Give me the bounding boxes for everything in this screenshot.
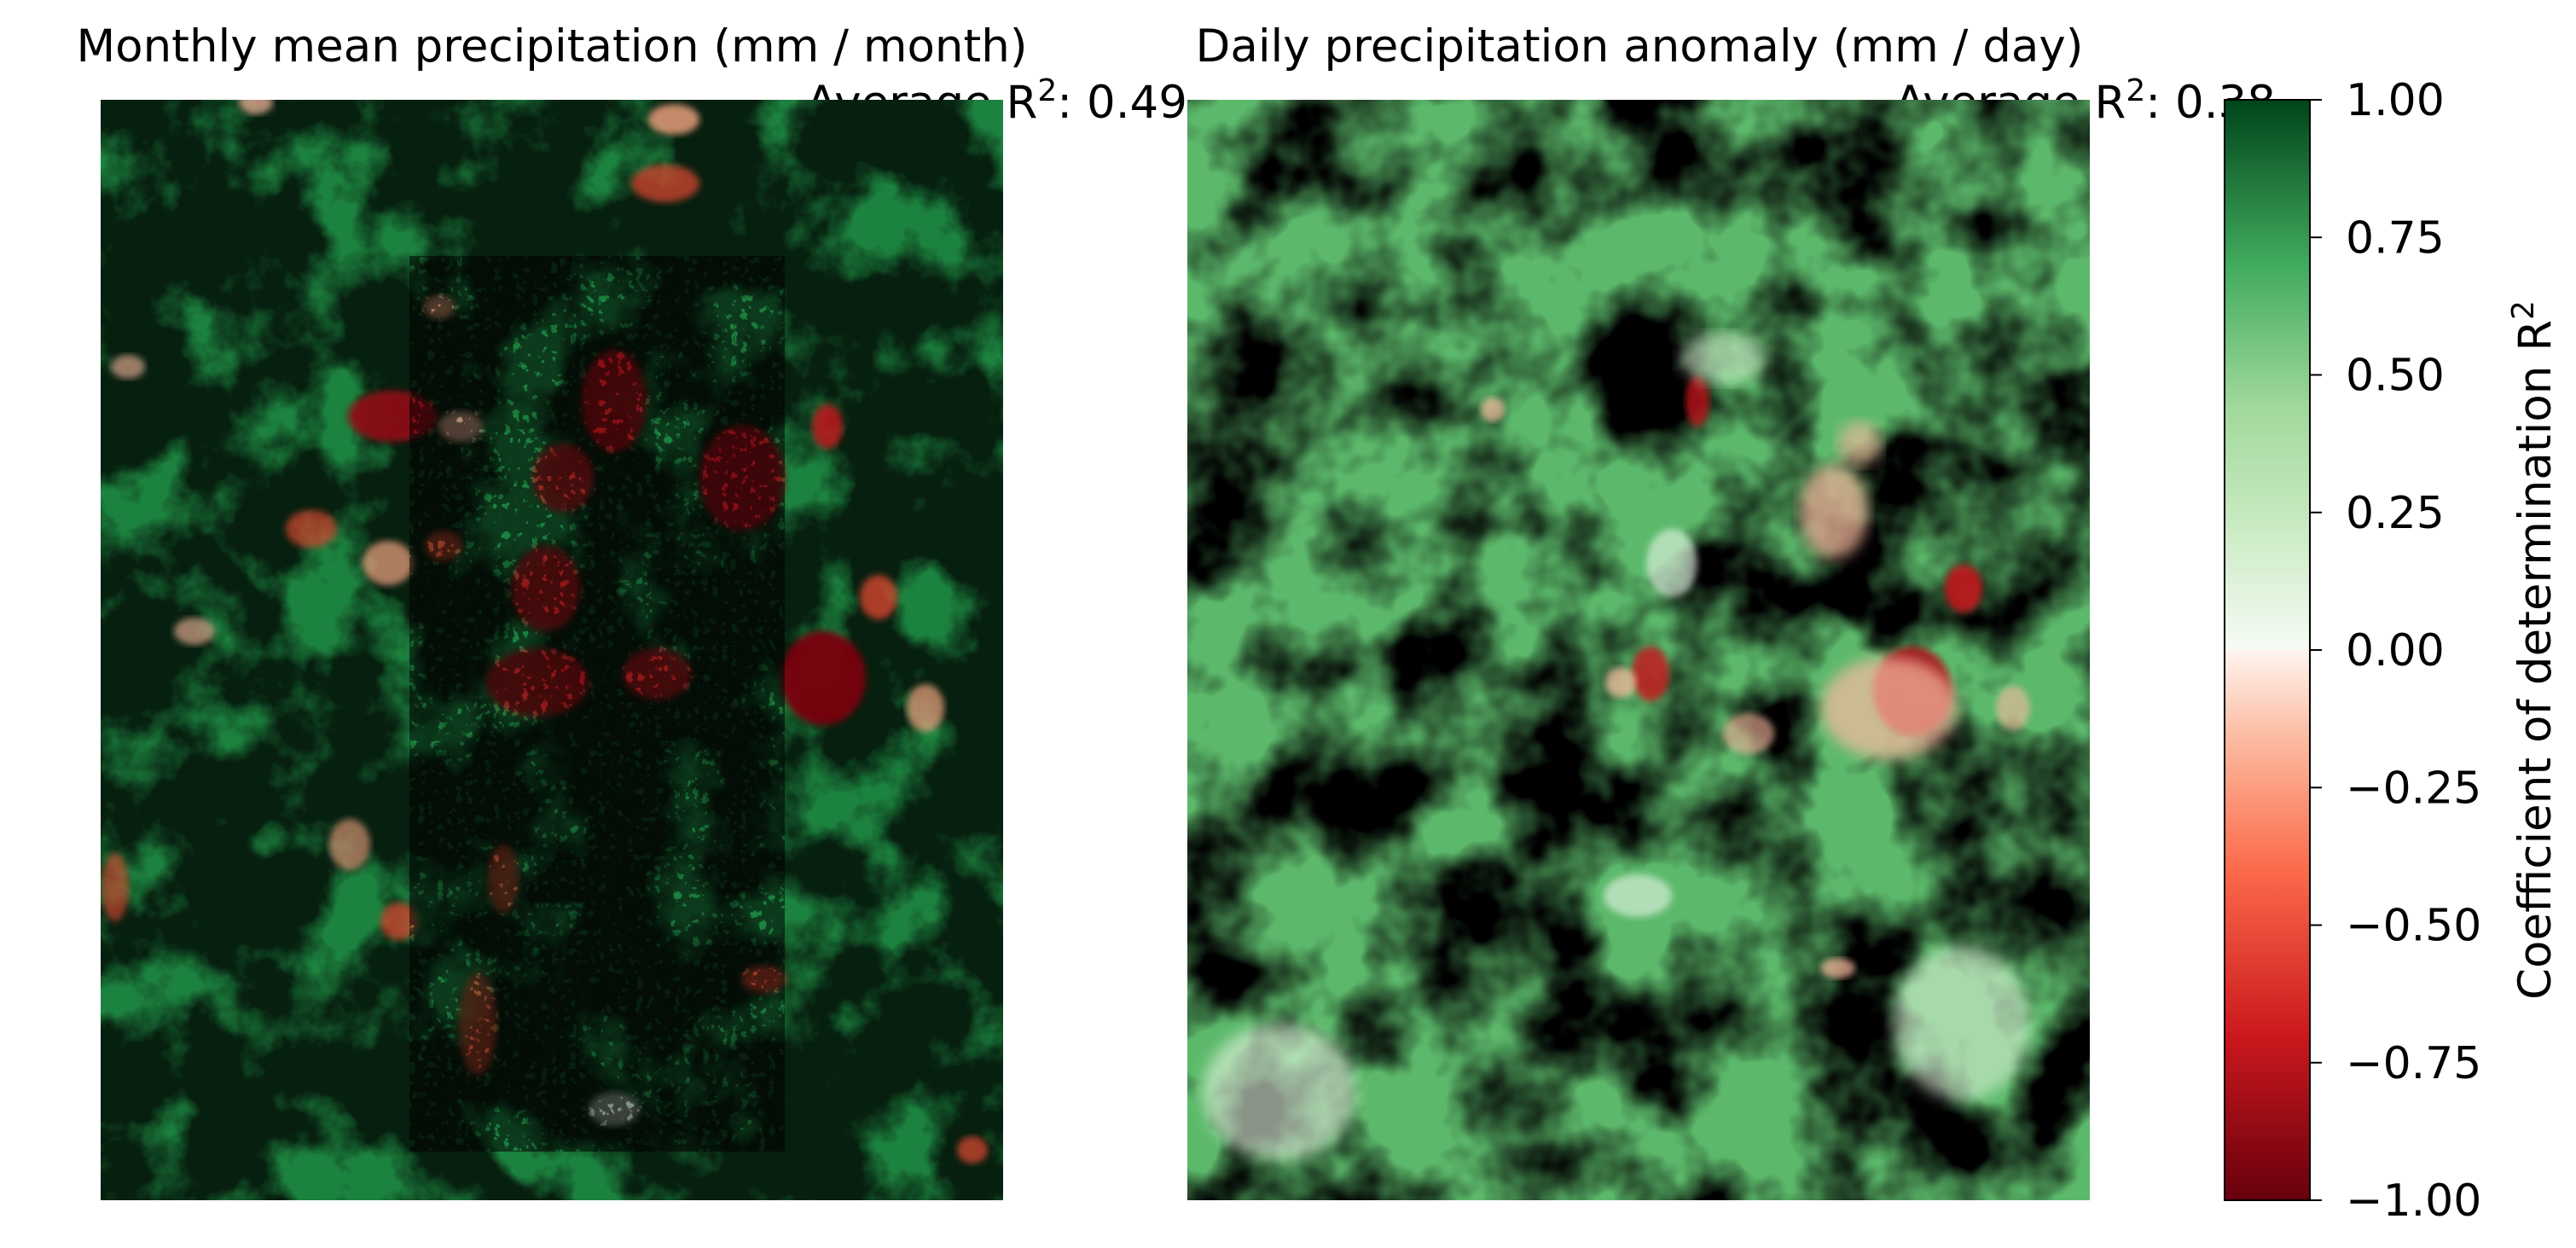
negative-r2-patch	[648, 104, 699, 135]
negative-r2-patch	[1646, 529, 1697, 597]
colorbar-tick-label: 0.50	[2346, 351, 2445, 402]
negative-r2-patch	[1685, 375, 1709, 427]
negative-r2-patch	[1481, 398, 1505, 421]
negative-r2-patch	[1723, 713, 1774, 754]
negative-r2-patch	[1837, 421, 1882, 466]
negative-r2-patch	[174, 618, 215, 645]
colorbar-gradient	[2224, 99, 2311, 1201]
negative-r2-patch	[957, 1136, 988, 1164]
negative-r2-patch	[286, 510, 337, 548]
colorbar-tick-label: −0.25	[2346, 763, 2481, 814]
negative-r2-patch	[111, 355, 145, 379]
heatmap-panel-monthly: Monthly mean precipitation (mm / month) …	[76, 20, 1187, 1200]
negative-r2-patch	[329, 819, 370, 870]
heatmap-image-monthly	[101, 100, 1003, 1200]
panel-title-daily: Daily precipitation anomaly (mm / day)	[1196, 20, 2084, 73]
colorbar-tick-label: 0.00	[2346, 625, 2445, 676]
colorbar-tick-label: 0.25	[2346, 488, 2445, 539]
colorbar-tick-label: 0.75	[2346, 212, 2445, 264]
negative-r2-patch	[102, 853, 129, 921]
negative-r2-patch	[780, 631, 866, 725]
negative-r2-patch	[1604, 874, 1672, 917]
colorbar-tick-label: −0.75	[2346, 1038, 2481, 1089]
negative-r2-patch	[239, 100, 273, 114]
colorbar-label: Coefficient of determination R2	[2506, 300, 2561, 1000]
colorbar: 1.00 0.75 0.50 0.25 0.00 −0.25 −0.50 −0.75 −1.00…	[2224, 75, 2561, 1227]
negative-r2-patch	[1945, 565, 1982, 612]
colorbar-tick-label: −0.50	[2346, 901, 2481, 952]
negative-r2-patch	[1821, 958, 1855, 978]
negative-r2-patch	[1894, 947, 2030, 1100]
heatmap-panel-daily: Daily precipitation anomaly (mm / day) A…	[1187, 20, 2276, 1200]
negative-r2-patch	[631, 165, 699, 202]
negative-r2-patch	[1632, 647, 1669, 701]
negative-r2-patch	[812, 404, 843, 449]
panel-title-monthly: Monthly mean precipitation (mm / month)	[76, 20, 1027, 73]
negative-r2-patch	[380, 903, 418, 940]
negative-r2-patch	[363, 541, 414, 585]
heatmap-image-daily	[1187, 100, 2090, 1200]
negative-r2-patch	[1203, 1024, 1356, 1160]
negative-r2-patch	[1680, 333, 1766, 384]
colorbar-tick-label: 1.00	[2346, 75, 2445, 126]
colorbar-tick-label: −1.00	[2346, 1175, 2481, 1227]
negative-r2-patch	[1821, 657, 1958, 759]
negative-r2-patch	[860, 575, 897, 619]
negative-r2-patch	[1800, 465, 1868, 559]
negative-r2-patch	[1996, 686, 2030, 730]
negative-r2-patch	[907, 684, 944, 732]
negative-r2-patch	[1605, 667, 1636, 698]
